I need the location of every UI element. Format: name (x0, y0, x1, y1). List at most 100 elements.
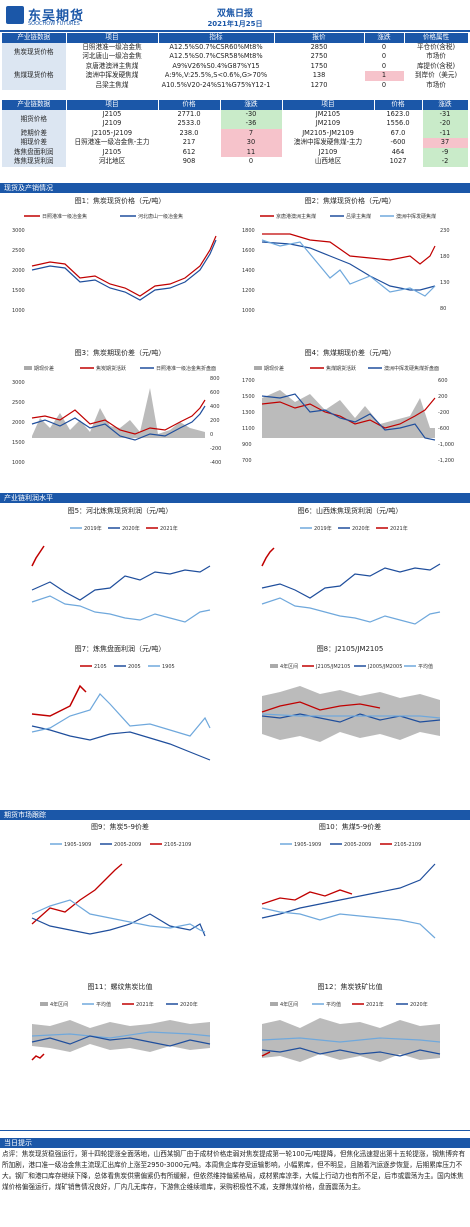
cell-price: 238.0 (158, 128, 221, 138)
cell-price: 2850 (274, 42, 365, 52)
col-header: 涨跌 (422, 100, 469, 110)
legend-label: 2021年 (160, 525, 178, 532)
col-header: 价格 (158, 100, 221, 110)
table-row: 期货价格 J2105 2771.0 -30 JM2105 1623.0 -31 (2, 109, 469, 129)
y2-tick: 230 (440, 228, 450, 234)
table-row: 吕梁主焦煤 A10.5%V20-24%S1%G75%Y12-1 1270 0 市… (2, 80, 469, 90)
divider (0, 1130, 470, 1131)
col-header: 项目 (66, 100, 159, 110)
logo-mark-icon (6, 6, 24, 24)
series-line (31, 863, 123, 925)
cell-price: 138 (274, 71, 365, 81)
cell-price: 67.0 (374, 128, 423, 138)
legend-label: 日照港准一级冶金焦 (42, 213, 87, 220)
legend-label: 京唐港澳洲主焦煤 (276, 213, 316, 220)
cell-change: -36 (220, 119, 283, 129)
legend-label: 期现价差 (264, 365, 284, 372)
cell-price: 2771.0 (158, 109, 221, 119)
legend-label: 吕梁主焦煤 (346, 213, 371, 220)
cell-change: 0 (364, 52, 405, 62)
cell-change: -30 (220, 109, 283, 119)
col-header: 产业链数据 (2, 33, 67, 43)
col-header: 涨跌 (364, 33, 405, 43)
legend-swatch (270, 1002, 278, 1006)
cell-price: 1623.0 (374, 109, 423, 119)
series-line (261, 907, 436, 939)
coking-coal-basis-chart: 期现价差 焦煤期货活跃 澳洲中挥发硬焦煤折盘面 1700 1500 1300 1… (242, 365, 454, 464)
y2-tick: -1,200 (438, 458, 454, 464)
area-series (32, 388, 205, 438)
cell-attr: 库提价(含税) (404, 61, 469, 71)
legend-label: 平均值 (96, 1001, 111, 1008)
y-tick: 2500 (12, 248, 25, 254)
cell-spec: A12.5%S0.7%CSR60%Mt8% (158, 42, 275, 52)
legend-swatch (270, 664, 278, 668)
y-tick: 2000 (12, 268, 25, 274)
y2-tick: 200 (438, 394, 448, 400)
y-tick: 700 (242, 458, 252, 464)
cell-item: 日照港准一级冶金焦 (66, 42, 159, 52)
chart-title: 图7：炼焦盘面利润（元/吨） (74, 645, 166, 653)
paper-profit-chart: 2105 2005 1905 (31, 664, 211, 761)
legend-label: 2019年 (84, 525, 102, 532)
cell-attr: 到岸价（美元) (404, 71, 469, 81)
cell-change: -9 (422, 147, 469, 157)
legend-label: 2020年 (410, 1001, 428, 1008)
legend-label: J2005/JM2005 (367, 664, 402, 670)
cell-item: J2105 (66, 147, 159, 157)
y2-tick: -200 (438, 410, 449, 416)
cell-item: 京唐港澳洲主焦煤 (66, 61, 159, 71)
y2-tick: 130 (440, 280, 450, 286)
futures-table: 产业链数据 项目 价格 涨跌 项目 价格 涨跌 期货价格 J2105 2771.… (2, 100, 469, 167)
row-category: 炼焦盘面利润 (2, 147, 67, 157)
cell-item: 吕梁主焦煤 (66, 80, 159, 90)
report-title: 双焦日报 (216, 9, 253, 19)
col-header: 价格属性 (404, 33, 469, 43)
row-category: 期现价差 (2, 138, 67, 148)
chart-title: 图4：焦煤期现价差（元/吨） (304, 349, 396, 357)
legend-label: 焦炭期货活跃 (96, 365, 126, 372)
y-tick: 2500 (12, 400, 25, 406)
y-tick: 1100 (242, 426, 255, 432)
cell-item: 河北唐山一级冶金焦 (66, 52, 159, 62)
cell-change: 1 (364, 71, 405, 81)
series-line (261, 701, 381, 713)
cell-price: 612 (158, 147, 221, 157)
shanxi-profit-chart: 2019年 2020年 2021年 (261, 525, 441, 625)
series-line (261, 713, 441, 719)
series-line (261, 397, 436, 429)
col-header: 涨跌 (220, 100, 283, 110)
y-tick: 2000 (12, 420, 25, 426)
report-date: 2021年1月25日 (207, 20, 263, 28)
cell-spec: A10.5%V20-24%S1%G75%Y12-1 (158, 80, 275, 90)
section-header-profit: 产业链利润水平 (0, 493, 470, 503)
legend-label: 日照港准一级冶金焦折盘面 (156, 365, 216, 372)
y2-tick: 0 (210, 432, 213, 438)
series-line (31, 913, 206, 937)
area-series (262, 1018, 440, 1062)
cell-price: 908 (158, 157, 221, 167)
legend-label: 期现价差 (34, 365, 54, 372)
legend-label: 2105 (94, 664, 107, 670)
legend-label: 4年区间 (50, 1001, 68, 1008)
chart-title: 图9：焦炭5-9价差 (91, 823, 149, 831)
legend-label: 1905-1909 (64, 842, 91, 848)
series-line (31, 693, 211, 737)
chart-title: 图5：河北炼焦现货利润（元/吨） (67, 507, 173, 515)
cell-spec: A12.5%S0.7%CSR58%Mt8% (158, 52, 275, 62)
coking-coal-spot-chart: 京唐港澳洲主焦煤 吕梁主焦煤 澳洲中挥发硬焦煤 1800 1600 1400 1… (242, 213, 450, 314)
table-header-row: 产业链数据 项目 价格 涨跌 项目 价格 涨跌 (2, 100, 469, 110)
col-header: 价格 (374, 100, 423, 110)
legend-label: 2005-2009 (114, 842, 141, 848)
series-line (31, 239, 217, 301)
coke-spot-chart: 日照港准一级冶金焦 河北唐山一级冶金焦 3000 2500 2000 1500 … (12, 213, 217, 314)
table-row: 澳洲中挥发硬焦煤 A:9%,V:25.5%,S<0.6%,G>70% 138 1… (2, 71, 469, 81)
y2-tick: 180 (440, 254, 450, 260)
cell-item: J2105-J2109 (66, 128, 159, 138)
chart-title: 图2：焦煤现货价格（元/吨） (304, 197, 396, 205)
y-tick: 1300 (242, 410, 255, 416)
y-tick: 1700 (242, 378, 255, 384)
legend-label: 4年区间 (280, 663, 298, 670)
series-line (31, 899, 206, 933)
table-header-row: 产业链数据 项目 指标 报价 涨跌 价格属性 (2, 33, 469, 43)
